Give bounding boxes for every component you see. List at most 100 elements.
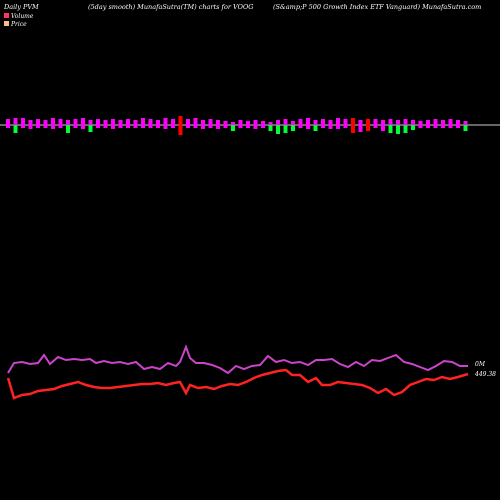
volume-bar-up <box>6 119 10 125</box>
volume-bar-down <box>66 125 70 133</box>
legend-swatch-volume <box>4 13 9 18</box>
volume-bar-down <box>321 125 325 128</box>
volume-bars <box>6 116 468 135</box>
volume-bar-down <box>156 125 160 128</box>
volume-bar-down <box>261 125 265 128</box>
volume-bar-up <box>51 118 55 125</box>
volume-bar-down <box>411 125 415 130</box>
header-center-title: (5day smooth) MunafaSutra(TM) charts for… <box>88 3 253 11</box>
volume-bar-up <box>291 121 295 125</box>
legend-label-volume: Volume <box>11 13 34 20</box>
volume-bar-down <box>456 125 460 128</box>
volume-bar-down <box>351 125 355 133</box>
volume-bar-down <box>208 125 213 128</box>
volume-bar-down <box>58 125 63 128</box>
volume-bar-down <box>231 125 235 131</box>
volume-bar-up <box>276 120 280 125</box>
volume-bar-up <box>463 121 468 125</box>
volume-bar-down <box>441 125 445 128</box>
volume-bar-down <box>141 125 145 128</box>
volume-bar-down <box>336 125 340 129</box>
volume-bar-down <box>81 125 85 129</box>
volume-bar-up <box>268 122 273 125</box>
volume-bar-down <box>283 125 288 133</box>
volume-bar-up <box>388 119 393 125</box>
volume-bar-up <box>418 121 423 125</box>
volume-bar-up <box>261 121 265 125</box>
volume-bar-up <box>246 121 250 125</box>
volume-bar-up <box>306 118 310 125</box>
volume-bar-down <box>388 125 393 133</box>
volume-bar-down <box>118 125 123 128</box>
price-line <box>6 368 469 400</box>
volume-line <box>7 344 468 375</box>
volume-bar-up <box>358 120 363 125</box>
volume-bar-up <box>373 119 378 125</box>
volume-bar-up <box>178 116 183 125</box>
volume-bar-down <box>426 125 430 128</box>
volume-bar-down <box>276 125 280 134</box>
volume-bar-up <box>148 119 153 125</box>
volume-bar-up <box>411 120 415 125</box>
volume-bar-down <box>223 125 228 128</box>
volume-bar-down <box>373 125 378 128</box>
volume-bar-down <box>171 125 175 128</box>
volume-bar-down <box>433 125 438 128</box>
volume-bar-down <box>103 125 108 128</box>
volume-bar-down <box>463 125 468 131</box>
volume-bar-up <box>366 119 370 125</box>
volume-bar-up <box>216 120 220 125</box>
volume-bar-down <box>216 125 220 129</box>
volume-bar-up <box>283 119 288 125</box>
volume-bar-down <box>268 125 273 131</box>
volume-bar-down <box>178 125 183 135</box>
volume-bar-down <box>13 125 18 133</box>
volume-bar-down <box>343 125 348 128</box>
volume-bar-down <box>111 125 115 129</box>
volume-bar-up <box>88 120 93 125</box>
volume-bar-up <box>111 119 115 125</box>
volume-bar-down <box>448 125 453 128</box>
volume-bar-up <box>133 120 138 125</box>
volume-bar-down <box>96 125 100 128</box>
volume-bar-up <box>313 120 318 125</box>
volume-bar-up <box>13 118 18 125</box>
volume-bar-down <box>366 125 370 131</box>
volume-bar-up <box>66 120 70 125</box>
volume-bar-down <box>358 125 363 132</box>
volume-bar-down <box>246 125 250 128</box>
volume-bar-up <box>43 120 48 125</box>
volume-bar-up <box>156 120 160 125</box>
volume-bar-up <box>186 119 190 125</box>
volume-bar-up <box>456 120 460 125</box>
header-right-title: (S&amp;P 500 Growth Index ETF Vanguard) … <box>273 3 481 11</box>
volume-bar-down <box>43 125 48 128</box>
volume-bar-down <box>28 125 33 129</box>
volume-bar-down <box>148 125 153 128</box>
price-end-label: 449.38 <box>474 371 496 378</box>
volume-bar-up <box>96 119 100 125</box>
volume-bar-up <box>381 120 385 125</box>
volume-bar-up <box>426 120 430 125</box>
volume-bar-up <box>351 118 355 125</box>
header-left-title: Daily PVM <box>3 3 39 11</box>
legend-swatch-price <box>4 21 9 26</box>
volume-bar-down <box>381 125 385 131</box>
volume-bar-up <box>73 119 78 125</box>
volume-bar-down <box>403 125 408 133</box>
volume-bar-up <box>448 119 453 125</box>
volume-bar-up <box>118 120 123 125</box>
volume-bar-down <box>163 125 168 129</box>
volume-bar-up <box>238 120 243 125</box>
volume-bar-down <box>201 125 205 129</box>
volume-bar-down <box>306 125 310 129</box>
volume-bar-down <box>73 125 78 128</box>
volume-bar-up <box>21 118 25 125</box>
volume-bar-down <box>418 125 423 128</box>
volume-bar-up <box>321 119 325 125</box>
volume-bar-down <box>291 125 295 131</box>
volume-bar-up <box>403 119 408 125</box>
volume-bar-up <box>441 120 445 125</box>
